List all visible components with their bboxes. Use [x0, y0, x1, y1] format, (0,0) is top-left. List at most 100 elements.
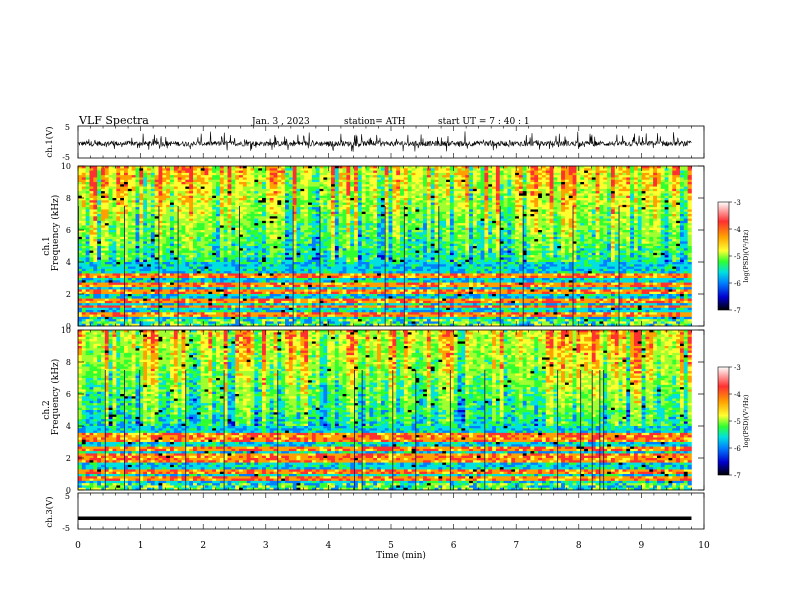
spectrogram-cell: [346, 298, 351, 302]
spectrogram-cell: [308, 179, 313, 183]
spectrogram-cell: [262, 319, 267, 322]
spectrogram-cell: [265, 246, 271, 249]
spectrogram-cell: [334, 184, 340, 187]
spectrogram-cell: [166, 204, 171, 208]
spectrogram-cell: [208, 193, 213, 197]
spectrogram-cell: [273, 271, 278, 274]
spectrogram-cell: [131, 287, 136, 290]
spectrogram-cell: [315, 223, 320, 226]
spectrogram-cell: [101, 268, 106, 272]
spectrogram-cell: [273, 243, 278, 247]
spectrogram-cell: [219, 241, 224, 245]
spectrogram-cell: [81, 195, 86, 199]
spectrogram-cell: [85, 305, 90, 309]
spectrogram-cell: [311, 195, 317, 199]
spectrogram-cell: [204, 184, 209, 187]
spectrogram-cell: [89, 177, 94, 181]
spectrogram-cell: [158, 321, 163, 325]
spectrogram-cell: [327, 195, 332, 199]
spectrogram-cell: [342, 184, 347, 187]
spectrogram-cell: [147, 303, 152, 306]
spectrogram-cell: [216, 170, 221, 174]
spectrogram-cell: [315, 193, 320, 197]
spectrogram-cell: [170, 287, 175, 290]
spectrogram-cell: [177, 291, 182, 295]
spectrogram-cell: [281, 287, 286, 290]
spectrogram-cell: [147, 307, 152, 311]
spectrogram-cell: [124, 177, 129, 181]
spectrogram-cell: [212, 248, 217, 251]
spectrogram-cell: [89, 168, 94, 171]
spectrogram-cell: [323, 223, 328, 226]
spectrogram-cell: [204, 204, 209, 208]
spectrogram-cell: [193, 170, 198, 174]
spectrogram-cell: [223, 266, 228, 270]
spectrogram-cell: [173, 220, 178, 224]
spectrogram-cell: [219, 198, 224, 201]
spectrogram-cell: [116, 250, 121, 254]
spectrogram-cell: [327, 321, 332, 325]
spectrogram-cell: [112, 202, 117, 206]
spectrogram-cell: [101, 243, 106, 247]
spectrogram-cell: [162, 179, 167, 183]
spectrogram-cell: [120, 310, 125, 313]
spectrogram-cell: [262, 184, 267, 187]
spectrogram-cell: [112, 323, 117, 327]
spectrogram-cell: [250, 175, 255, 178]
spectrogram-cell: [216, 243, 221, 247]
spectrogram-cell: [288, 234, 294, 238]
spectrogram-cell: [258, 289, 263, 293]
spectrogram-cell: [246, 305, 251, 309]
spectrogram-cell: [89, 198, 94, 201]
spectrogram-cell: [338, 300, 343, 304]
spectrogram-cell: [231, 262, 236, 265]
spectrogram-cell: [200, 175, 205, 178]
spectrogram-cell: [143, 230, 148, 233]
spectrogram-cell: [239, 248, 244, 251]
spectrogram-cell: [104, 305, 109, 309]
spectrogram-cell: [262, 182, 267, 185]
spectrogram-cell: [338, 314, 343, 318]
spectrogram-cell: [196, 255, 201, 258]
spectrogram-cell: [227, 316, 232, 320]
spectrogram-cell: [196, 195, 201, 199]
spectrogram-cell: [204, 223, 209, 226]
spectrogram-cell: [250, 252, 255, 256]
spectrogram-cell: [166, 168, 171, 171]
spectrogram-cell: [97, 287, 102, 290]
spectrogram-cell: [101, 209, 106, 213]
spectrogram-cell: [127, 284, 132, 288]
spectrogram-cell: [189, 323, 194, 327]
spectrogram-cell: [173, 305, 178, 309]
spectrogram-cell: [112, 220, 117, 224]
spectrogram-cell: [223, 289, 228, 293]
spectrogram-cell: [216, 234, 221, 238]
spectrogram-cell: [300, 310, 305, 313]
spectrogram-cell: [269, 255, 274, 258]
spectrogram-cell: [196, 284, 201, 288]
spectrogram-cell: [292, 287, 297, 290]
spectrogram-cell: [158, 294, 163, 297]
spectrogram-cell: [170, 271, 175, 274]
spectrogram-cell: [254, 282, 259, 286]
spectrogram-cell: [139, 202, 144, 206]
spectrogram-cell: [189, 182, 194, 185]
spectrogram-cell: [338, 200, 343, 203]
spectrogram-cell: [262, 223, 267, 226]
spectrogram-cell: [223, 287, 228, 290]
spectrogram-cell: [227, 305, 232, 309]
spectrogram-cell: [239, 321, 244, 325]
spectrogram-cell: [231, 214, 236, 217]
spectrogram-cell: [231, 310, 236, 313]
spectrogram-cell: [342, 175, 347, 178]
spectrogram-cell: [304, 166, 309, 169]
spectrogram-cell: [300, 289, 305, 293]
spectrogram-cell: [216, 225, 221, 229]
spectrogram-cell: [319, 198, 324, 201]
spectrogram-cell: [304, 307, 309, 311]
spectrogram-cell: [239, 268, 244, 272]
spectrogram-cell: [250, 312, 255, 315]
spectrogram-cell: [346, 284, 351, 288]
spectrogram-cell: [162, 175, 167, 178]
spectrogram-cell: [104, 198, 109, 201]
